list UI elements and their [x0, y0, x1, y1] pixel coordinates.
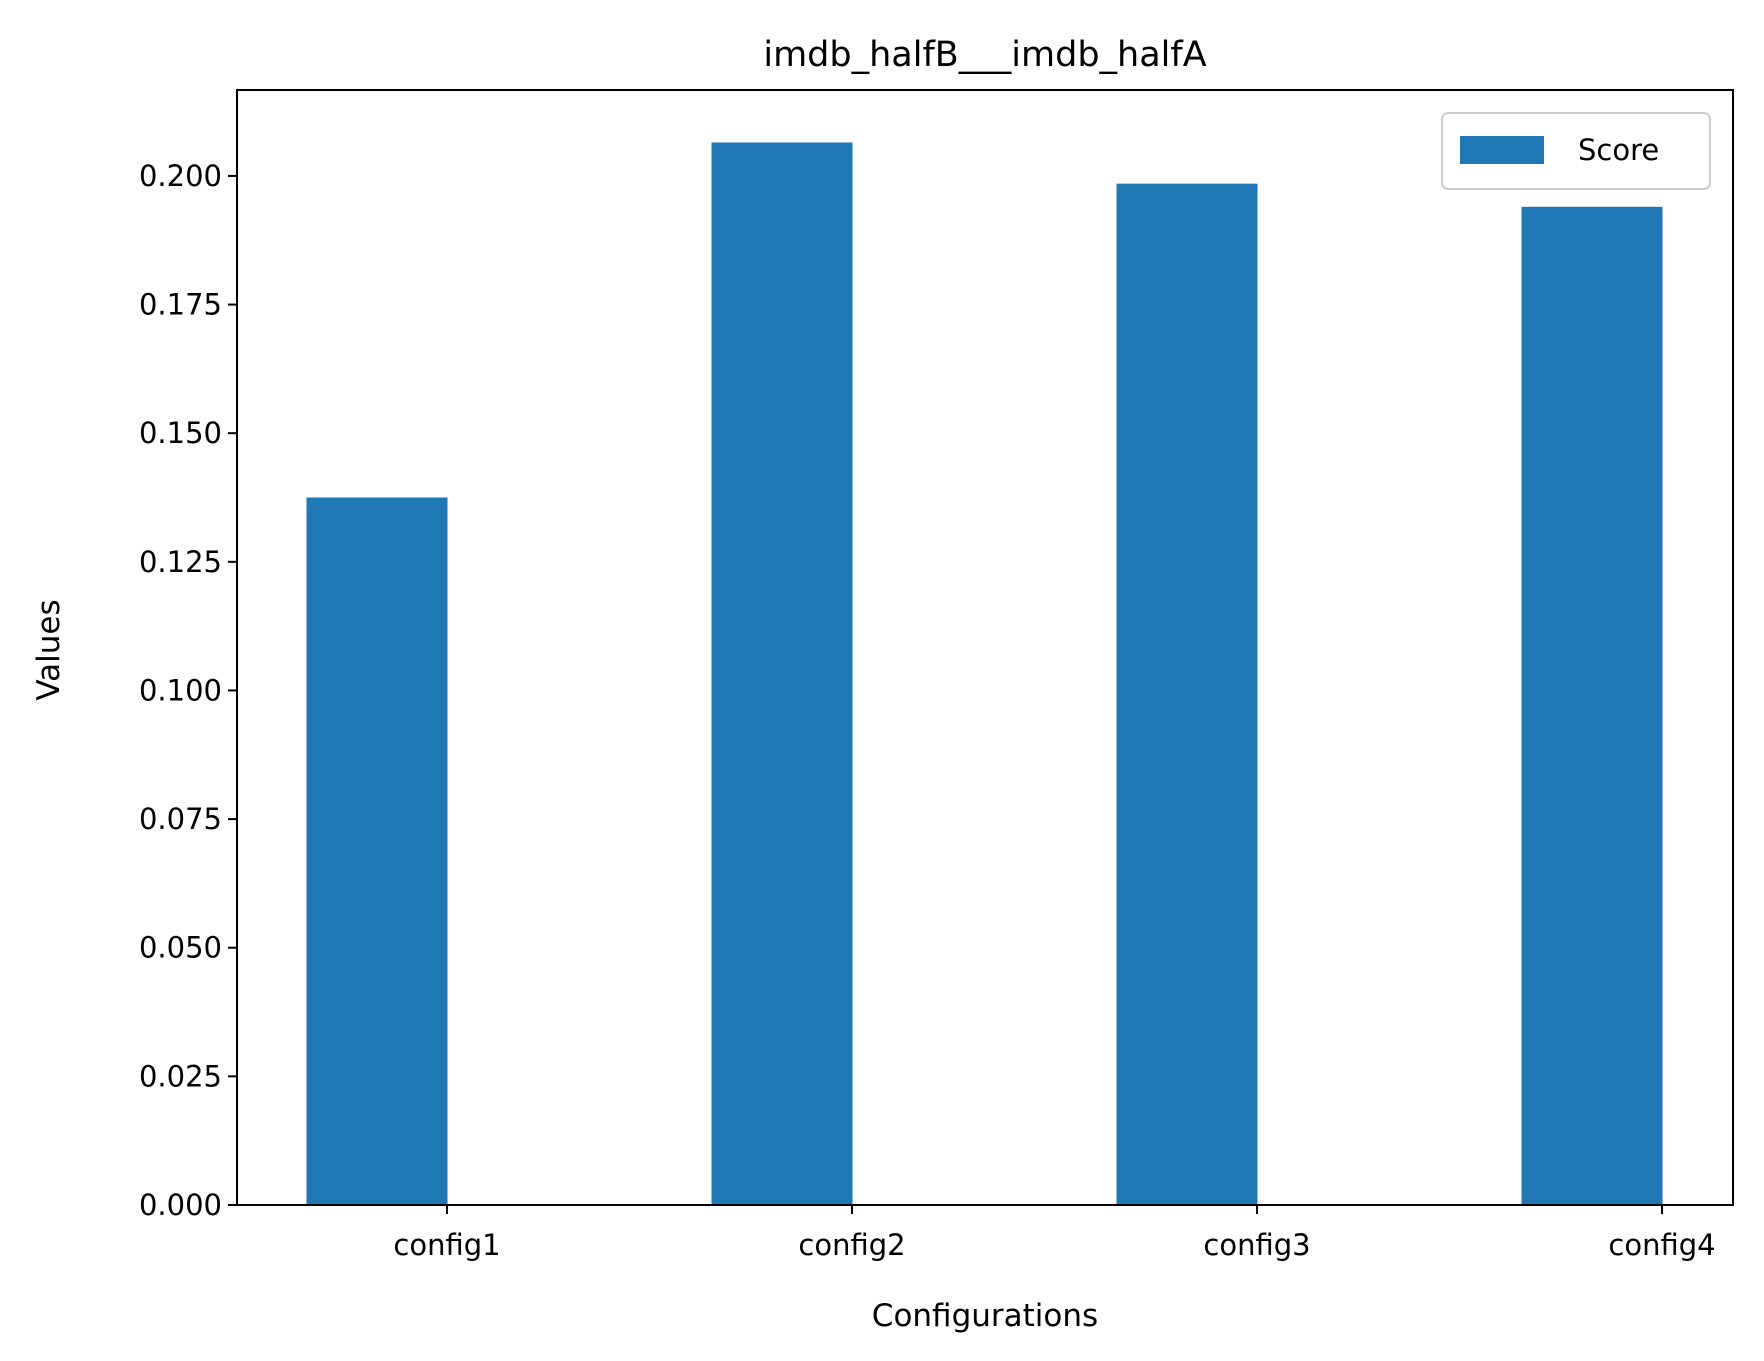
y-tick-label: 0.125 — [139, 545, 222, 579]
y-tick-label: 0.200 — [139, 159, 222, 193]
x-tick-label-config4: config4 — [1608, 1228, 1715, 1262]
y-tick-label: 0.025 — [139, 1059, 222, 1093]
y-tick-label: 0.050 — [139, 931, 222, 965]
legend-swatch — [1460, 136, 1544, 164]
x-axis: config1 config2 config3 config4 — [393, 1205, 1716, 1262]
legend: Score — [1441, 112, 1711, 190]
y-tick-label: 0.150 — [139, 416, 222, 450]
y-tick-label: 0.100 — [139, 673, 222, 707]
chart-title: imdb_halfB___imdb_halfA — [763, 35, 1206, 75]
y-axis-label: Values — [31, 599, 67, 700]
x-tick-label-config2: config2 — [798, 1228, 905, 1262]
y-tick-label: 0.175 — [139, 288, 222, 322]
x-axis-label: Configurations — [872, 1298, 1098, 1334]
legend-box — [1441, 112, 1711, 190]
y-axis: 0.000 0.025 0.050 0.075 0.100 0.125 0.150 0.175… — [139, 159, 237, 1222]
bars-layer — [306, 142, 1663, 1206]
x-tick-label-config1: config1 — [393, 1228, 500, 1262]
bar-config1 — [306, 497, 448, 1205]
bar-config2 — [711, 142, 853, 1206]
plot-area-frame — [236, 89, 1734, 1206]
bar-config4 — [1521, 206, 1663, 1205]
legend-label-score: Score — [1578, 133, 1659, 167]
y-tick-label: 0.000 — [139, 1188, 222, 1222]
x-tick-label-config3: config3 — [1203, 1228, 1310, 1262]
y-tick-label: 0.075 — [139, 802, 222, 836]
bar-config3 — [1116, 183, 1258, 1205]
